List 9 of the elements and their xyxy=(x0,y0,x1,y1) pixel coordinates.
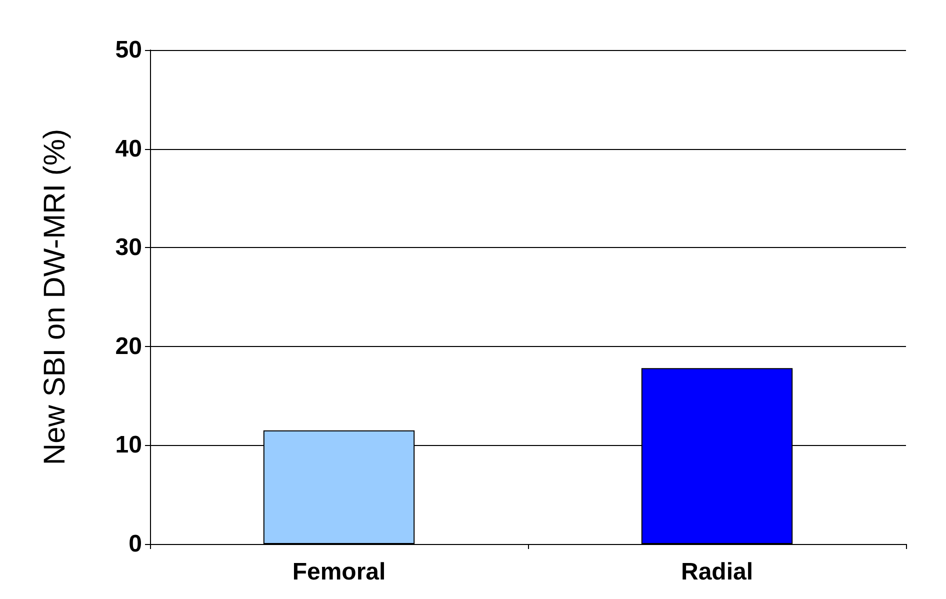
y-tick-label: 30 xyxy=(115,234,142,262)
x-tick-label: Femoral xyxy=(292,558,386,586)
y-tick-label: 50 xyxy=(115,36,142,64)
y-tick-label: 0 xyxy=(128,530,142,558)
y-tick-label: 20 xyxy=(115,332,142,360)
x-tick-label: Radial xyxy=(680,558,754,586)
y-axis-title: New SBI on DW-MRI (%) xyxy=(38,128,72,466)
y-tick-label: 40 xyxy=(115,135,142,162)
y-tick-label: 10 xyxy=(115,432,142,459)
